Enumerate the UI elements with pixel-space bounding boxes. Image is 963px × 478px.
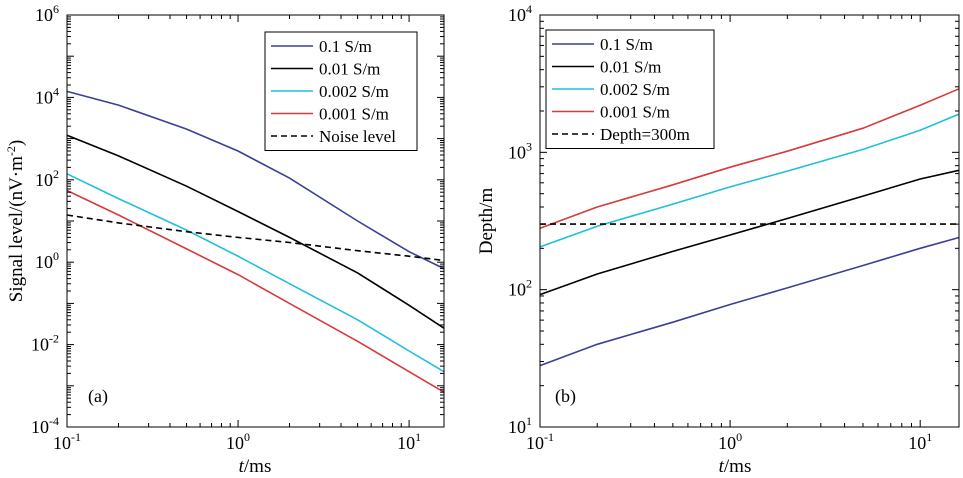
y-axis-label-sup-a: -2 bbox=[4, 146, 18, 156]
x-axis-label-a: t/ms bbox=[239, 456, 272, 477]
x-axis-label-b: t/ms bbox=[719, 456, 752, 477]
legend-label-a-0: 0.1 S/m bbox=[319, 37, 372, 56]
series-line-a-3 bbox=[66, 189, 445, 393]
series-group-b bbox=[539, 88, 960, 367]
x-axis-label-rest-a: /ms bbox=[244, 456, 271, 477]
x-tick-label-b-0: 10-1 bbox=[526, 430, 554, 453]
ticks-b: 10-1 100 101 101 102 103 104 bbox=[508, 2, 959, 453]
axes-frame-a bbox=[66, 14, 445, 428]
y-tick-label-b-0: 101 bbox=[508, 414, 532, 437]
series-line-a-0 bbox=[66, 90, 445, 270]
y-tick-label-a-5: 106 bbox=[35, 2, 59, 25]
x-axis-label-rest-b: /ms bbox=[724, 456, 751, 477]
x-tick-label-b-2: 101 bbox=[908, 430, 932, 453]
series-line-b-0 bbox=[539, 236, 960, 367]
y-tick-label-a-3: 102 bbox=[35, 167, 59, 190]
series-line-a-2 bbox=[66, 173, 445, 373]
ticks-a: 10-1 100 101 10-4 10-2 100 102 104 106 bbox=[31, 2, 444, 453]
series-line-b-3 bbox=[539, 88, 960, 230]
axes-frame-b bbox=[539, 14, 960, 428]
series-line-a-4 bbox=[66, 214, 445, 262]
legend-label-a-4: Noise level bbox=[319, 127, 396, 146]
x-tick-label-a-0: 10-1 bbox=[53, 430, 81, 453]
series-line-b-1 bbox=[539, 169, 960, 296]
y-tick-label-a-1: 10-2 bbox=[31, 332, 59, 355]
x-tick-label-b-1: 100 bbox=[718, 430, 742, 453]
series-line-a-1 bbox=[66, 134, 445, 329]
y-axis-label-b: Depth/m bbox=[476, 188, 497, 255]
y-tick-label-a-0: 10-4 bbox=[31, 414, 59, 437]
x-axis-label-italic-a: t bbox=[239, 456, 245, 477]
legend-label-b-1: 0.01 S/m bbox=[600, 58, 661, 77]
legend-label-b-3: 0.001 S/m bbox=[600, 103, 670, 122]
y-tick-label-b-2: 103 bbox=[508, 139, 532, 162]
y-tick-label-a-2: 100 bbox=[35, 249, 59, 272]
x-axis-label-italic-b: t bbox=[719, 456, 725, 477]
y-tick-label-b-3: 104 bbox=[508, 2, 532, 25]
legend-label-a-3: 0.001 S/m bbox=[319, 105, 389, 124]
y-tick-label-a-4: 104 bbox=[35, 84, 59, 107]
y-tick-label-b-1: 102 bbox=[508, 277, 532, 300]
y-axis-label-a: Signal level/(nV·m-2) bbox=[4, 140, 27, 303]
legend-b: 0.1 S/m 0.01 S/m 0.002 S/m 0.001 S/m Depth=3… bbox=[545, 29, 715, 149]
x-tick-label-a-1: 100 bbox=[226, 430, 250, 453]
y-axis-label-main-a: Signal level/(nV·m bbox=[6, 156, 27, 302]
legend-label-b-4: Depth=300m bbox=[600, 125, 690, 144]
legend-label-a-1: 0.01 S/m bbox=[319, 60, 380, 79]
legend-label-b-2: 0.002 S/m bbox=[600, 80, 670, 99]
legend-a: 0.1 S/m 0.01 S/m 0.002 S/m 0.001 S/m Noise l… bbox=[264, 31, 418, 151]
legend-label-a-2: 0.002 S/m bbox=[319, 82, 389, 101]
legend-label-b-0: 0.1 S/m bbox=[600, 35, 653, 54]
series-line-b-2 bbox=[539, 113, 960, 248]
series-group-a bbox=[66, 90, 445, 393]
panel-label-b: (b) bbox=[555, 386, 576, 407]
y-axis-label-end-a: ) bbox=[6, 140, 27, 146]
x-tick-label-a-2: 101 bbox=[397, 430, 421, 453]
panel-label-a: (a) bbox=[88, 386, 108, 407]
